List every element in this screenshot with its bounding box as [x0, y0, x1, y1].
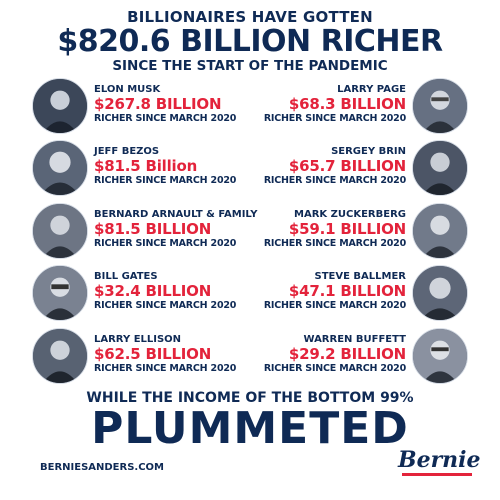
- billionaire-name: STEVE BALLMER: [314, 271, 407, 282]
- since-label: RICHER SINCE MARCH 2020: [94, 363, 237, 374]
- portrait-photo-icon: [32, 328, 88, 384]
- since-label: RICHER SINCE MARCH 2020: [263, 175, 406, 186]
- billionaire-name: BERNARD ARNAULT & FAMILY: [94, 209, 258, 220]
- billionaire-name: WARREN BUFFETT: [303, 334, 406, 345]
- billionaire-row-left-3: BERNARD ARNAULT & FAMILY $81.5 BILLION R…: [32, 203, 257, 261]
- portrait-photo-icon: [32, 265, 88, 321]
- billionaire-name: LARRY PAGE: [337, 84, 406, 95]
- billionaire-name: SERGEY BRIN: [331, 146, 406, 157]
- wealth-gain-amount: $81.5 Billion: [94, 157, 198, 175]
- since-label: RICHER SINCE MARCH 2020: [94, 300, 237, 311]
- wealth-gain-amount: $59.1 BILLION: [288, 220, 406, 238]
- since-label: RICHER SINCE MARCH 2020: [94, 175, 237, 186]
- since-label: RICHER SINCE MARCH 2020: [94, 113, 237, 124]
- logo-wordmark: Bernie: [398, 447, 481, 473]
- billionaire-row-left-1: ELON MUSK $267.8 BILLION RICHER SINCE MA…: [32, 78, 252, 136]
- billionaire-row-left-4: BILL GATES $32.4 BILLION RICHER SINCE MA…: [32, 265, 252, 323]
- portrait-photo-icon: [32, 140, 88, 196]
- portrait-photo-icon: [32, 203, 88, 259]
- portrait-photo-icon: [412, 203, 468, 259]
- portrait-photo-icon: [412, 140, 468, 196]
- billionaire-row-right-3: MARK ZUCKERBERG $59.1 BILLION RICHER SIN…: [248, 203, 468, 261]
- billionaire-row-right-4: STEVE BALLMER $47.1 BILLION RICHER SINCE…: [248, 265, 468, 323]
- billionaire-row-left-2: JEFF BEZOS $81.5 Billion RICHER SINCE MA…: [32, 140, 252, 198]
- wealth-gain-amount: $29.2 BILLION: [288, 345, 406, 363]
- portrait-photo-icon: [32, 78, 88, 134]
- billionaire-row-right-1: LARRY PAGE $68.3 BILLION RICHER SINCE MA…: [248, 78, 468, 136]
- footer-subheadline: WHILE THE INCOME OF THE BOTTOM 99%: [86, 390, 414, 406]
- bernie-logo: Bernie: [398, 447, 481, 479]
- billionaire-row-left-5: LARRY ELLISON $62.5 BILLION RICHER SINCE…: [32, 328, 252, 386]
- billionaire-name: ELON MUSK: [94, 84, 161, 95]
- billionaire-name: MARK ZUCKERBERG: [294, 209, 406, 220]
- headline-sub: SINCE THE START OF THE PANDEMIC: [112, 58, 388, 74]
- wealth-gain-amount: $47.1 BILLION: [288, 282, 406, 300]
- footer-headline: PLUMMETED: [91, 403, 409, 454]
- logo-underline: [402, 473, 472, 476]
- portrait-photo-icon: [412, 78, 468, 134]
- wealth-gain-amount: $68.3 BILLION: [288, 95, 406, 113]
- billionaire-name: LARRY ELLISON: [94, 334, 182, 345]
- wealth-gain-amount: $267.8 BILLION: [94, 95, 222, 113]
- billionaire-name: BILL GATES: [94, 271, 158, 282]
- wealth-gain-amount: $62.5 BILLION: [94, 345, 212, 363]
- portrait-photo-icon: [412, 265, 468, 321]
- since-label: RICHER SINCE MARCH 2020: [263, 113, 406, 124]
- headline-top: BILLIONAIRES HAVE GOTTEN: [127, 8, 373, 26]
- billionaire-row-right-5: WARREN BUFFETT $29.2 BILLION RICHER SINC…: [248, 328, 468, 386]
- billionaire-name: JEFF BEZOS: [94, 146, 160, 157]
- since-label: RICHER SINCE MARCH 2020: [263, 300, 406, 311]
- since-label: RICHER SINCE MARCH 2020: [263, 363, 406, 374]
- headline-main: $820.6 BILLION RICHER: [57, 24, 443, 59]
- portrait-photo-icon: [412, 328, 468, 384]
- wealth-gain-amount: $32.4 BILLION: [94, 282, 212, 300]
- wealth-gain-amount: $65.7 BILLION: [288, 157, 406, 175]
- since-label: RICHER SINCE MARCH 2020: [263, 238, 406, 249]
- wealth-gain-amount: $81.5 BILLION: [94, 220, 212, 238]
- since-label: RICHER SINCE MARCH 2020: [94, 238, 237, 249]
- website-link[interactable]: BERNIESANDERS.COM: [40, 462, 165, 473]
- billionaire-row-right-2: SERGEY BRIN $65.7 BILLION RICHER SINCE M…: [248, 140, 468, 198]
